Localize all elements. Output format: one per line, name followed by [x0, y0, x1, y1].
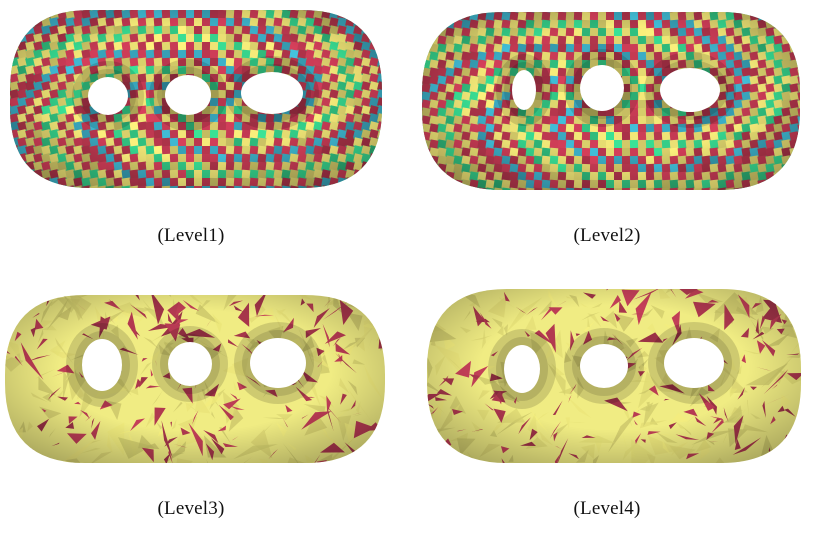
caption-level4: (Level4)	[573, 498, 641, 519]
caption-level3: (Level3)	[157, 498, 225, 519]
genus3-surface-level2	[422, 12, 800, 190]
mesh-render-level1	[0, 0, 411, 266]
genus3-surface-level1	[10, 10, 382, 188]
caption-level2: (Level2)	[573, 225, 641, 246]
caption-level1: (Level1)	[157, 225, 225, 246]
mesh-render-level4	[412, 267, 823, 533]
genus3-surface-level4	[427, 289, 801, 463]
genus3-surface-level3	[5, 295, 385, 463]
mesh-render-level2	[412, 0, 823, 266]
mesh-render-level3	[0, 267, 411, 533]
